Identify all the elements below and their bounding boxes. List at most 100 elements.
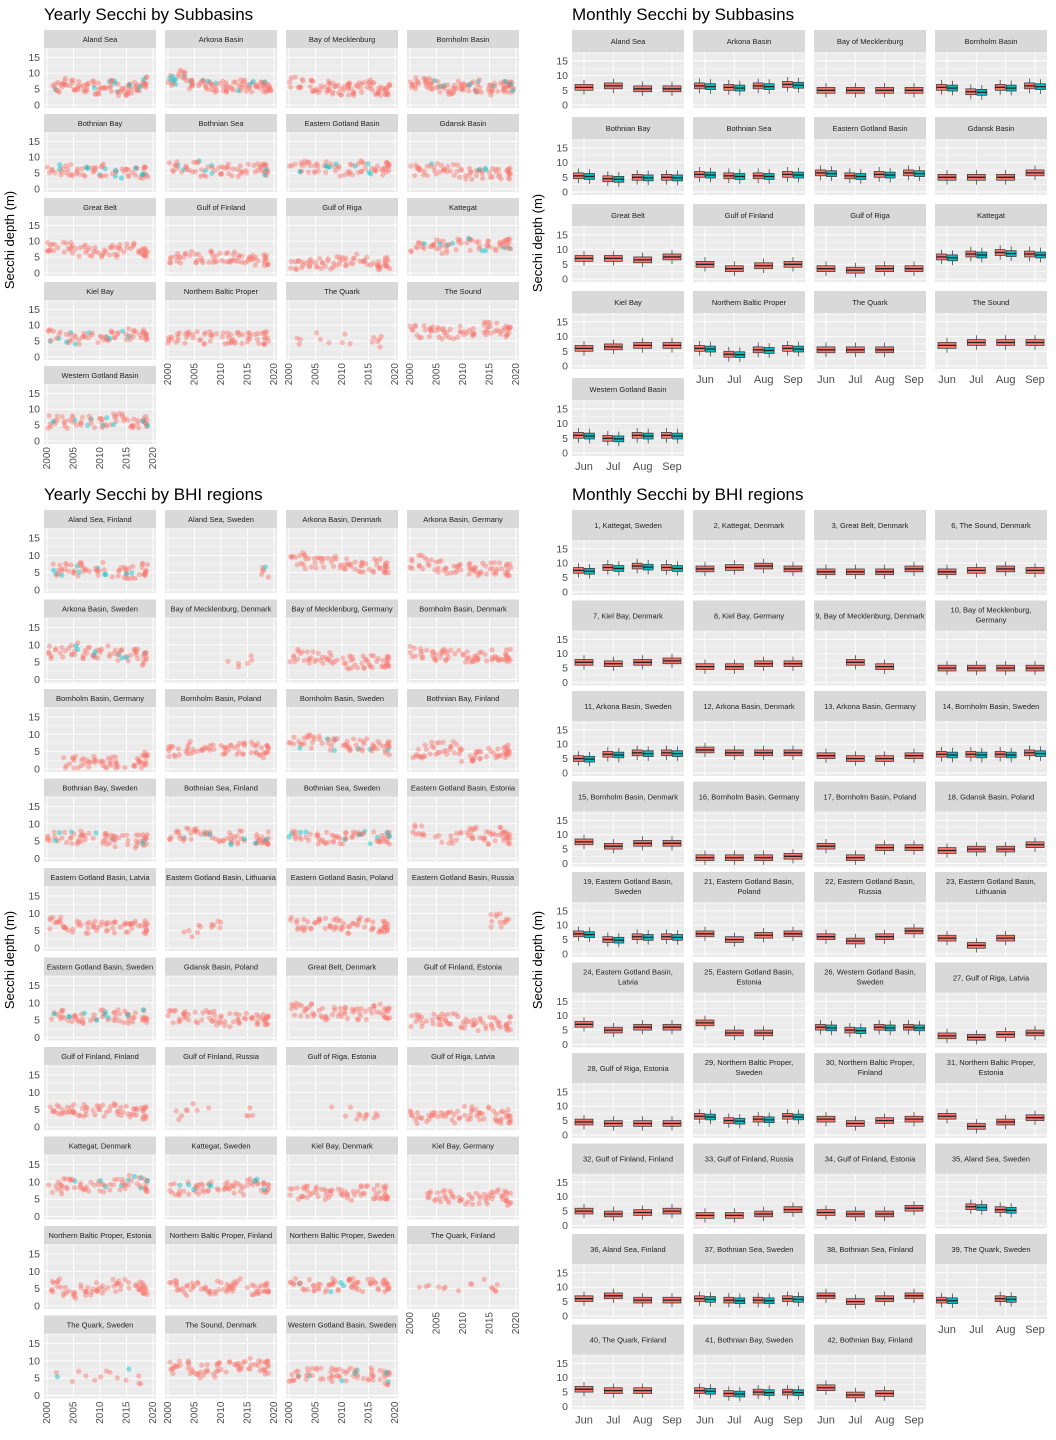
- data-point: [101, 1182, 107, 1188]
- x-tick-label: 2010: [95, 447, 106, 470]
- data-point: [184, 1283, 190, 1289]
- data-point: [506, 170, 512, 177]
- facet-panel: Aland Sea, Sweden: [165, 510, 277, 593]
- data-point: [176, 1192, 183, 1198]
- data-point: [241, 1192, 247, 1198]
- y-tick-label: 15: [28, 622, 40, 634]
- data-point: [363, 1183, 369, 1189]
- data-point: [507, 79, 513, 85]
- data-point: [376, 85, 382, 92]
- data-point: [264, 169, 270, 175]
- data-point: [414, 79, 420, 85]
- y-tick-label: 0: [34, 585, 40, 597]
- data-point: [460, 87, 467, 93]
- data-point: [264, 169, 270, 175]
- data-point: [91, 1012, 97, 1018]
- data-point: [358, 168, 365, 174]
- x-tick-label: 2020: [148, 447, 159, 470]
- data-point: [211, 746, 217, 753]
- data-point: [308, 745, 314, 751]
- facet-label: Northern Baltic Proper, Estonia: [49, 1231, 153, 1240]
- data-point: [379, 172, 386, 178]
- data-point: [427, 325, 433, 331]
- data-point: [166, 1008, 172, 1014]
- data-point: [473, 1020, 479, 1026]
- data-point: [124, 832, 130, 838]
- data-point: [108, 832, 114, 838]
- data-point: [383, 169, 389, 175]
- data-point: [143, 83, 149, 89]
- data-point: [254, 161, 261, 167]
- data-point: [172, 1007, 178, 1013]
- data-point: [81, 330, 87, 336]
- data-point: [54, 1279, 61, 1285]
- data-point: [486, 88, 492, 94]
- data-point: [465, 82, 471, 88]
- data-point: [386, 82, 393, 88]
- data-point: [68, 161, 74, 168]
- data-point: [446, 91, 452, 97]
- data-point: [69, 1378, 76, 1385]
- data-point: [62, 566, 68, 572]
- data-point: [345, 924, 351, 930]
- data-point: [208, 248, 214, 254]
- facet-label: Eastern Gotland Basin, Latvia: [50, 873, 150, 882]
- data-point: [328, 266, 334, 272]
- data-point: [423, 80, 430, 86]
- data-point: [58, 81, 64, 87]
- data-point: [142, 252, 148, 258]
- data-point: [209, 162, 215, 169]
- y-tick-label: 10: [28, 68, 40, 80]
- data-point: [71, 569, 77, 575]
- y-tick-label: 0: [34, 1032, 40, 1044]
- data-point: [60, 1293, 67, 1299]
- data-point: [446, 1021, 452, 1027]
- data-point: [225, 658, 231, 665]
- data-point: [493, 169, 499, 175]
- data-point: [507, 657, 513, 664]
- data-point: [195, 251, 202, 257]
- data-point: [382, 164, 389, 170]
- data-point: [493, 1111, 500, 1117]
- data-point: [326, 86, 333, 92]
- data-point: [330, 1276, 336, 1282]
- data-point: [230, 1019, 237, 1025]
- data-point: [506, 80, 512, 86]
- data-point: [217, 171, 223, 177]
- data-point: [242, 260, 248, 266]
- data-point: [114, 89, 121, 95]
- data-point: [112, 334, 118, 341]
- x-tick-label: 2010: [337, 363, 348, 386]
- x-tick-label: Sep: [904, 374, 924, 386]
- data-point: [450, 85, 456, 91]
- data-point: [117, 1187, 123, 1193]
- data-point: [136, 249, 142, 255]
- x-tick-label: Jul: [969, 374, 983, 386]
- data-point: [52, 170, 58, 176]
- data-point: [340, 655, 346, 661]
- data-point: [80, 83, 87, 89]
- data-point: [90, 835, 96, 841]
- data-point: [322, 1197, 328, 1203]
- facet-panel: Northern Baltic Proper, Sweden: [286, 1226, 398, 1309]
- data-point: [109, 574, 115, 580]
- data-point: [341, 172, 348, 178]
- y-tick-label: 0: [34, 352, 40, 364]
- data-point: [505, 82, 511, 88]
- data-point: [311, 87, 317, 94]
- data-point: [68, 1104, 74, 1111]
- data-point: [122, 765, 128, 771]
- data-point: [439, 83, 445, 89]
- data-point: [221, 165, 227, 171]
- data-point: [140, 175, 146, 181]
- data-point: [81, 88, 87, 94]
- data-point: [506, 176, 512, 182]
- data-point: [452, 569, 458, 575]
- data-point: [421, 75, 427, 81]
- data-point: [95, 90, 101, 97]
- data-point: [338, 92, 344, 98]
